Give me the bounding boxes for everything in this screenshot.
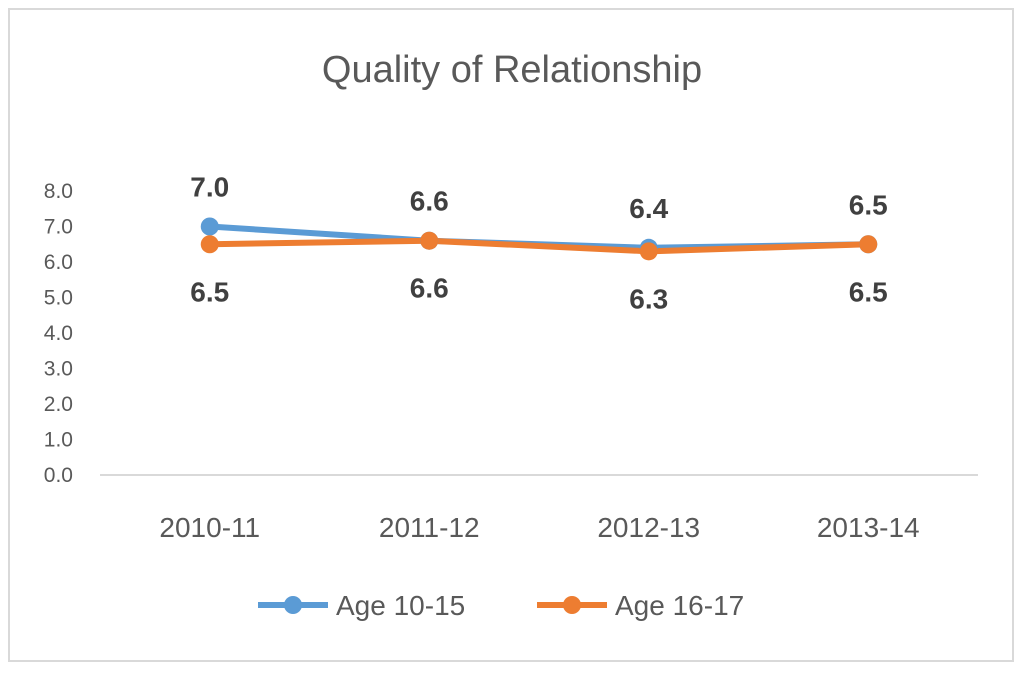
y-tick-label: 5.0 (44, 287, 73, 310)
data-label: 6.5 (849, 276, 888, 307)
axis-layer: 0.0 1.0 2.0 3.0 4.0 5.0 6.0 7.0 8.0 2010-11 2011-1… (44, 180, 978, 543)
data-label: 6.3 (629, 283, 668, 314)
data-point (639, 242, 658, 261)
chart-title: Quality of Relationship (322, 49, 702, 91)
x-tick-label: 2011-12 (379, 512, 480, 543)
y-tick-label: 0.0 (44, 464, 73, 487)
legend-label: Age 16-17 (615, 590, 744, 621)
data-point (200, 217, 219, 236)
x-tick-label: 2013-14 (817, 512, 920, 543)
x-tick-label: 2012-13 (597, 512, 700, 543)
y-tick-label: 2.0 (44, 393, 73, 416)
y-tick-label: 7.0 (44, 216, 73, 239)
data-label: 6.6 (410, 186, 449, 217)
data-point (420, 231, 439, 250)
data-point (859, 235, 878, 254)
data-label: 6.4 (629, 193, 668, 224)
data-label-layer: 7.0 6.6 6.4 6.5 6.5 6.6 6.3 6.5 (190, 172, 887, 315)
series-line-2 (206, 237, 872, 255)
y-tick-label: 3.0 (44, 358, 73, 381)
y-tick-label: 6.0 (44, 251, 73, 274)
data-label: 6.6 (410, 273, 449, 304)
data-point (200, 235, 219, 254)
y-tick-label: 1.0 (44, 429, 73, 452)
y-tick-label: 4.0 (44, 322, 73, 345)
x-tick-label: 2010-11 (159, 512, 260, 543)
legend-marker (284, 596, 302, 614)
data-label: 7.0 (190, 172, 229, 203)
y-tick-label: 8.0 (44, 180, 73, 203)
series-layer (200, 217, 878, 261)
legend-marker (563, 596, 581, 614)
legend: Age 10-15 Age 16-17 (258, 590, 744, 621)
data-label: 6.5 (849, 189, 888, 220)
legend-label: Age 10-15 (336, 590, 465, 621)
chart-frame (8, 8, 1014, 662)
data-label: 6.5 (190, 276, 229, 307)
